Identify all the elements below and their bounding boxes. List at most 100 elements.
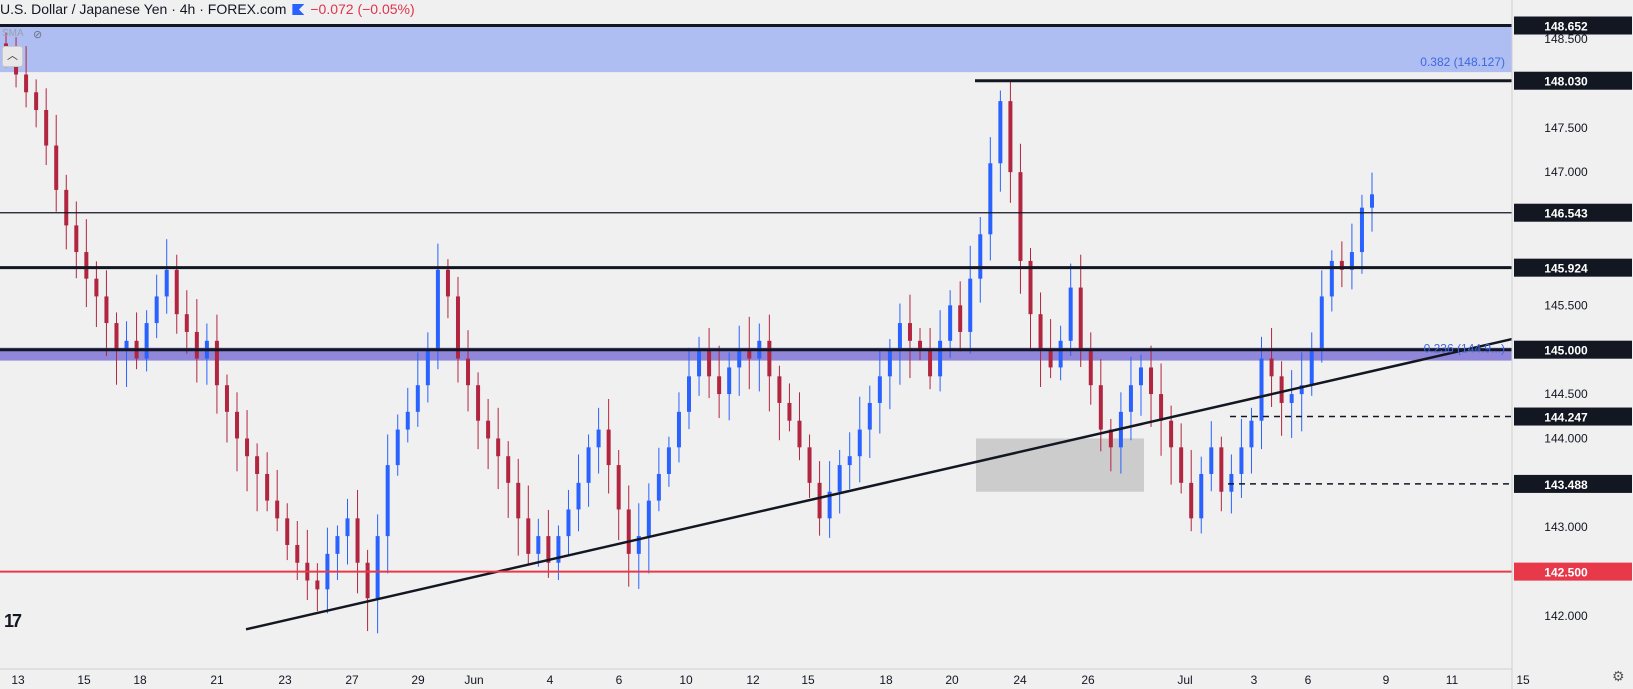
candle-body bbox=[676, 411, 681, 448]
eye-off-icon[interactable]: ⊘ bbox=[33, 29, 43, 41]
candle-body bbox=[24, 74, 29, 93]
candle-body bbox=[315, 580, 320, 590]
candle-body bbox=[928, 349, 933, 377]
indicator-label[interactable]: SMA bbox=[2, 28, 24, 39]
candle-body bbox=[1018, 172, 1023, 261]
price-label: 144.247 bbox=[1544, 411, 1588, 425]
candle-body bbox=[335, 536, 340, 554]
candle-body bbox=[1179, 447, 1184, 483]
y-tick-label: 148.500 bbox=[1544, 32, 1588, 46]
candle-body bbox=[275, 500, 280, 519]
price-label: 142.500 bbox=[1544, 566, 1588, 580]
candle-body bbox=[958, 305, 963, 332]
candle-body bbox=[827, 491, 832, 519]
candle-body bbox=[857, 429, 862, 457]
x-tick-label: 3 bbox=[1251, 673, 1258, 687]
price-label-bg bbox=[1514, 474, 1632, 493]
candle-body bbox=[1269, 358, 1274, 377]
candle-body bbox=[94, 278, 99, 297]
candle-body bbox=[918, 340, 923, 350]
gear-icon[interactable]: ⚙ bbox=[1612, 668, 1625, 684]
y-tick-label: 147.500 bbox=[1544, 121, 1588, 135]
price-label: 146.543 bbox=[1544, 207, 1588, 221]
candle-body bbox=[717, 376, 722, 395]
candle-body bbox=[466, 358, 471, 386]
candle-body bbox=[787, 402, 792, 421]
candle-body bbox=[64, 189, 69, 226]
candle-body bbox=[124, 340, 129, 350]
candle-body bbox=[194, 331, 199, 359]
y-tick-label: 144.000 bbox=[1544, 431, 1588, 445]
x-tick-label: 6 bbox=[1305, 673, 1312, 687]
candle-body bbox=[807, 447, 812, 483]
price-label-bg bbox=[1514, 562, 1632, 581]
price-label-bg bbox=[1514, 407, 1632, 426]
candle-body bbox=[1199, 473, 1204, 519]
candle-body bbox=[84, 252, 89, 279]
candle-body bbox=[154, 296, 159, 324]
price-label-bg bbox=[1514, 340, 1632, 359]
candle-body bbox=[1149, 367, 1154, 395]
candle-body bbox=[576, 482, 581, 510]
candle-body bbox=[907, 323, 912, 341]
candle-body bbox=[1249, 420, 1254, 448]
candle-body bbox=[1219, 447, 1224, 492]
candle-body bbox=[938, 340, 943, 377]
candle-body bbox=[1279, 376, 1284, 403]
y-tick-label: 145.500 bbox=[1544, 298, 1588, 312]
candle-body bbox=[1138, 367, 1143, 386]
candle-body bbox=[596, 429, 601, 448]
y-tick-label: 143.000 bbox=[1544, 520, 1588, 534]
x-tick-label: 11 bbox=[1446, 673, 1459, 687]
candle-body bbox=[867, 402, 872, 430]
candle-body bbox=[235, 411, 240, 439]
price-label-bg bbox=[1514, 203, 1632, 222]
candle-body bbox=[415, 385, 420, 412]
candle-body bbox=[435, 269, 440, 350]
candle-body bbox=[285, 518, 290, 545]
x-tick-label: 20 bbox=[945, 673, 959, 687]
fib-label: 0.382 (148.127) bbox=[1420, 55, 1505, 69]
candle-body bbox=[526, 518, 531, 554]
candle-body bbox=[566, 509, 571, 537]
candle-body bbox=[496, 438, 501, 457]
price-label: 145.000 bbox=[1544, 344, 1588, 358]
x-tick-label: 13 bbox=[11, 673, 25, 687]
candle-body bbox=[626, 509, 631, 554]
chevron-up-icon[interactable]: ︿ bbox=[2, 46, 23, 67]
candle-body bbox=[184, 314, 189, 332]
candle-body bbox=[697, 349, 702, 377]
candle-body bbox=[1008, 101, 1013, 173]
candle-body bbox=[164, 269, 169, 297]
trendline bbox=[245, 337, 1513, 631]
x-tick-label: 27 bbox=[345, 673, 359, 687]
candle-body bbox=[486, 420, 491, 439]
candle-body bbox=[948, 305, 953, 341]
x-tick-label: 9 bbox=[1383, 673, 1390, 687]
candle-body bbox=[1048, 349, 1053, 368]
candle-body bbox=[636, 536, 641, 554]
candle-body bbox=[54, 145, 59, 190]
candle-body bbox=[666, 447, 671, 474]
candle-body bbox=[405, 411, 410, 430]
candle-body bbox=[817, 482, 822, 519]
candle-body bbox=[747, 349, 752, 359]
x-tick-label: 15 bbox=[77, 673, 91, 687]
price-label-bg bbox=[1514, 258, 1632, 277]
candle-body bbox=[1370, 194, 1374, 208]
candle-body bbox=[1169, 420, 1174, 448]
tradingview-logo-icon[interactable]: 17 bbox=[4, 611, 22, 631]
candle-body bbox=[1128, 385, 1133, 412]
candle-body bbox=[968, 278, 973, 332]
candle-body bbox=[265, 473, 270, 501]
candle-body bbox=[1259, 358, 1264, 421]
candle-body bbox=[1028, 260, 1033, 315]
x-tick-label: Jul bbox=[1177, 673, 1192, 687]
candle-body bbox=[44, 110, 49, 146]
candle-body bbox=[897, 323, 902, 350]
candle-body bbox=[546, 536, 551, 563]
candle-body bbox=[586, 447, 591, 483]
x-tick-label: 4 bbox=[547, 673, 554, 687]
flag-icon bbox=[292, 4, 305, 15]
